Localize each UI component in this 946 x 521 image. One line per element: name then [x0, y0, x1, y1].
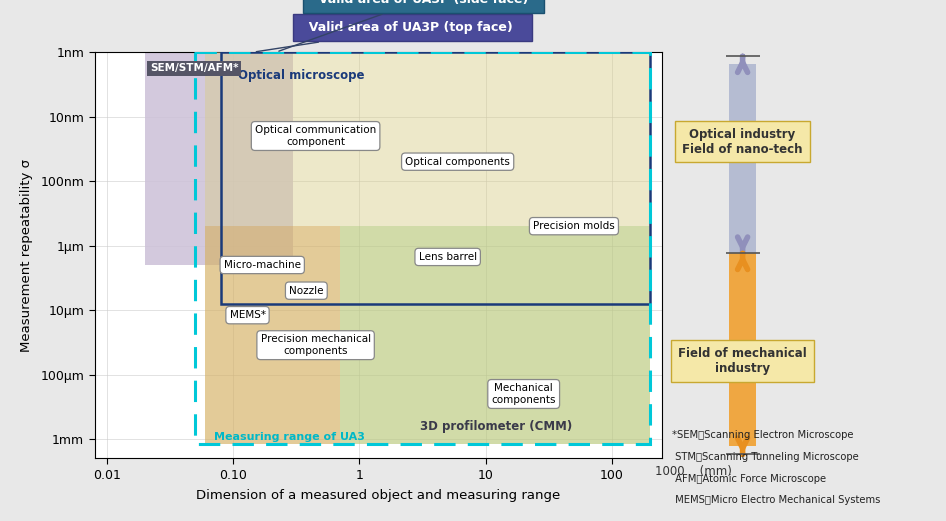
Bar — [195, 52, 650, 444]
Text: MEMS*: MEMS* — [230, 310, 266, 320]
Text: Nozzle: Nozzle — [289, 286, 324, 295]
Bar — [340, 226, 650, 444]
Text: Mechanical
components: Mechanical components — [491, 383, 556, 405]
Bar — [205, 226, 340, 444]
Text: MEMS：Micro Electro Mechanical Systems: MEMS：Micro Electro Mechanical Systems — [672, 495, 880, 505]
Text: 1000    (mm): 1000 (mm) — [656, 465, 732, 478]
Bar — [729, 253, 756, 446]
Text: Lens barrel: Lens barrel — [418, 252, 477, 262]
Text: Field of mechanical
industry: Field of mechanical industry — [678, 347, 807, 375]
Bar — [729, 64, 756, 253]
Y-axis label: Measurement repeatability σ: Measurement repeatability σ — [21, 159, 33, 352]
Text: Valid area of UA3P (side face): Valid area of UA3P (side face) — [279, 0, 537, 51]
Bar — [220, 52, 650, 304]
Text: 3D profilometer (CMM): 3D profilometer (CMM) — [420, 419, 572, 432]
Text: Precision molds: Precision molds — [533, 221, 615, 231]
Text: Valid area of UA3P (top face): Valid area of UA3P (top face) — [256, 21, 525, 52]
Text: AFM：Atomic Force Microscope: AFM：Atomic Force Microscope — [672, 474, 826, 483]
Text: Optical industry
Field of nano-tech: Optical industry Field of nano-tech — [682, 128, 803, 155]
Text: Micro-machine: Micro-machine — [223, 260, 301, 270]
Text: Optical communication
component: Optical communication component — [255, 125, 377, 147]
Bar — [145, 52, 293, 265]
Text: Optical components: Optical components — [405, 157, 510, 167]
Text: STM：Scanning Tunneling Microscope: STM：Scanning Tunneling Microscope — [672, 452, 858, 462]
X-axis label: Dimension of a measured object and measuring range: Dimension of a measured object and measu… — [196, 489, 561, 502]
Text: *SEM：Scanning Electron Microscope: *SEM：Scanning Electron Microscope — [672, 430, 853, 440]
Text: Precision mechanical
components: Precision mechanical components — [260, 334, 371, 356]
Text: Optical microscope: Optical microscope — [238, 69, 365, 82]
Bar — [205, 52, 650, 444]
Text: Measuring range of UA3: Measuring range of UA3 — [214, 432, 364, 442]
Text: SEM/STM/AFM*: SEM/STM/AFM* — [150, 64, 238, 73]
